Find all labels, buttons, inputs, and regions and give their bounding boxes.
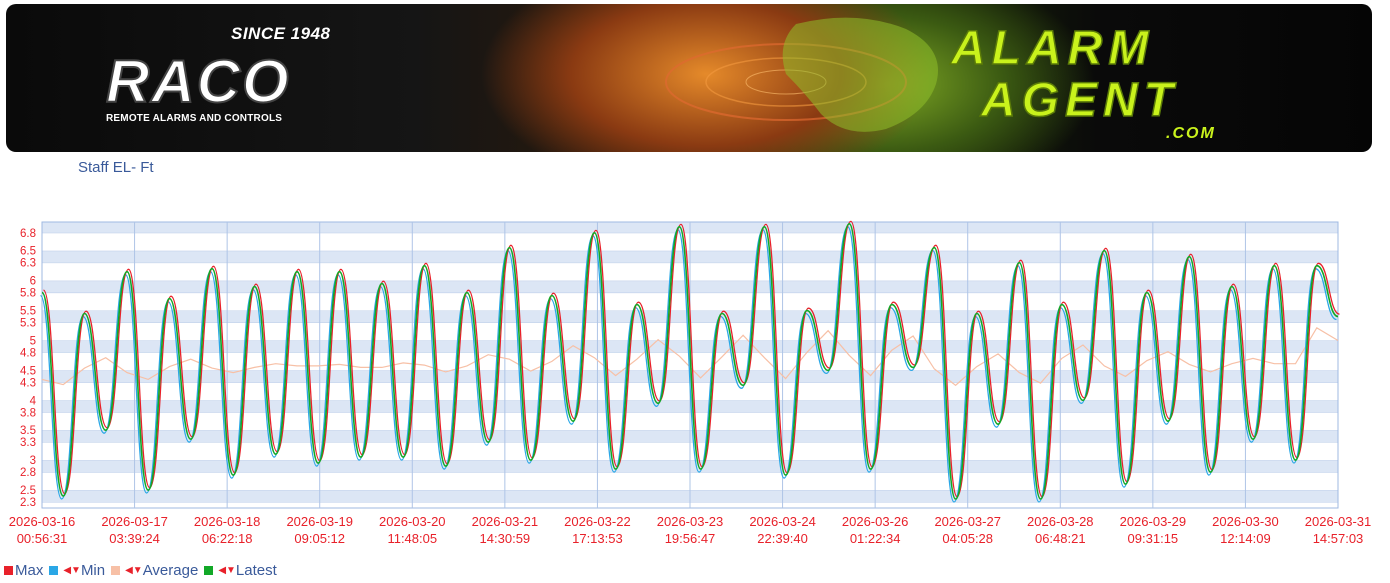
x-tick-label: 00:56:31	[17, 531, 68, 546]
y-tick-label: 6.8	[20, 228, 36, 240]
x-tick-label: 2026-03-17	[101, 514, 168, 529]
sensor-title: Staff EL- Ft	[78, 159, 154, 176]
x-tick-label: 2026-03-21	[472, 514, 539, 529]
x-tick-label: 04:05:28	[942, 531, 993, 546]
legend-swatch	[4, 565, 13, 575]
y-tick-label: 5.3	[20, 318, 36, 330]
series-line-latest	[41, 222, 1339, 500]
chart-legend: Max ◀▼Min ◀▼Average ◀▼Latest	[4, 562, 283, 579]
x-tick-label: 2026-03-22	[564, 514, 631, 529]
header-banner: RACO ALARM AGENT .COM SINCE 1948 REMOTE …	[6, 4, 1372, 152]
series-line-average	[41, 326, 1339, 387]
y-tick-label: 2.3	[20, 497, 36, 509]
banner-art: RACO ALARM AGENT .COM	[105, 17, 1216, 142]
legend-item[interactable]: Max	[4, 562, 49, 579]
y-tick-label: 3	[30, 455, 36, 467]
y-tick-label: 2.8	[20, 467, 36, 479]
y-tick-label: 3.8	[20, 407, 36, 419]
x-tick-label: 09:31:15	[1128, 531, 1179, 546]
x-tick-label: 2026-03-20	[379, 514, 446, 529]
x-tick-label: 17:13:53	[572, 531, 623, 546]
y-tick-label: 4	[30, 395, 37, 407]
legend-item[interactable]: ◀▼Average	[111, 562, 204, 579]
y-tick-label: 5.5	[20, 306, 36, 318]
x-tick-label: 14:30:59	[480, 531, 531, 546]
legend-item[interactable]: ◀▼Min	[49, 562, 111, 579]
legend-arrows-icon[interactable]: ◀▼	[125, 564, 143, 576]
x-tick-label: 2026-03-28	[1027, 514, 1094, 529]
legend-label: Min	[80, 562, 106, 579]
chart: 2.32.52.833.33.53.844.34.54.855.35.55.86…	[9, 220, 1372, 546]
y-tick-label: 6.3	[20, 258, 36, 270]
x-tick-label: 2026-03-23	[657, 514, 724, 529]
y-tick-label: 3.3	[20, 437, 36, 449]
x-tick-label: 03:39:24	[109, 531, 160, 546]
y-tick-label: 4.3	[20, 377, 36, 389]
legend-item[interactable]: ◀▼Latest	[204, 562, 282, 579]
y-tick-label: 4.5	[20, 365, 36, 377]
svg-text:RACO: RACO	[106, 48, 291, 115]
y-tick-label: 3.5	[20, 425, 36, 437]
x-tick-label: 2026-03-31	[1305, 514, 1372, 529]
x-axis-ticks: 2026-03-16 00:56:31 2026-03-17 03:39:24 2026…	[9, 514, 1372, 546]
globe-map-graphic	[782, 17, 938, 132]
legend-label: Max	[15, 562, 44, 579]
chart-series	[39, 220, 1340, 503]
x-tick-label: 2026-03-16	[9, 514, 76, 529]
x-tick-label: 06:22:18	[202, 531, 253, 546]
alarm-agent-logo: ALARM AGENT .COM	[949, 21, 1216, 142]
x-tick-label: 06:48:21	[1035, 531, 1086, 546]
svg-text:ALARM: ALARM	[950, 22, 1154, 75]
since-year-text: SINCE 1948	[231, 24, 331, 43]
raco-logo: RACO	[105, 47, 291, 116]
x-tick-label: 22:39:40	[757, 531, 808, 546]
x-tick-label: 12:14:09	[1220, 531, 1271, 546]
brand-tagline: REMOTE ALARMS AND CONTROLS	[106, 113, 283, 124]
x-tick-label: 2026-03-30	[1212, 514, 1279, 529]
legend-label: Latest	[235, 562, 277, 579]
x-tick-label: 2026-03-18	[194, 514, 261, 529]
y-axis-ticks: 2.32.52.833.33.53.844.34.54.855.35.55.86…	[20, 228, 37, 509]
legend-swatch	[111, 565, 121, 575]
y-tick-label: 6	[30, 276, 36, 288]
y-tick-label: 5.8	[20, 288, 36, 300]
y-tick-label: 4.8	[20, 347, 36, 359]
x-tick-label: 2026-03-24	[749, 514, 816, 529]
y-tick-label: 5	[30, 335, 36, 347]
legend-label: Average	[142, 562, 199, 579]
x-tick-label: 09:05:12	[294, 531, 345, 546]
x-tick-label: 2026-03-29	[1120, 514, 1187, 529]
x-tick-label: 19:56:47	[665, 531, 716, 546]
x-tick-label: 2026-03-27	[934, 514, 1001, 529]
legend-arrows-icon[interactable]: ◀▼	[63, 564, 81, 576]
legend-swatch	[204, 565, 214, 575]
x-tick-label: 2026-03-19	[286, 514, 353, 529]
legend-swatch	[49, 565, 59, 575]
x-tick-label: 11:48:05	[387, 531, 437, 546]
x-tick-label: 2026-03-26	[842, 514, 909, 529]
y-tick-label: 6.5	[20, 246, 36, 258]
series-line-max	[42, 220, 1340, 498]
x-tick-label: 01:22:34	[850, 531, 901, 546]
y-tick-label: 2.5	[20, 485, 36, 497]
svg-text:AGENT: AGENT	[980, 74, 1179, 127]
svg-text:.COM: .COM	[1166, 125, 1216, 142]
x-tick-label: 14:57:03	[1313, 531, 1364, 546]
legend-arrows-icon[interactable]: ◀▼	[218, 564, 236, 576]
